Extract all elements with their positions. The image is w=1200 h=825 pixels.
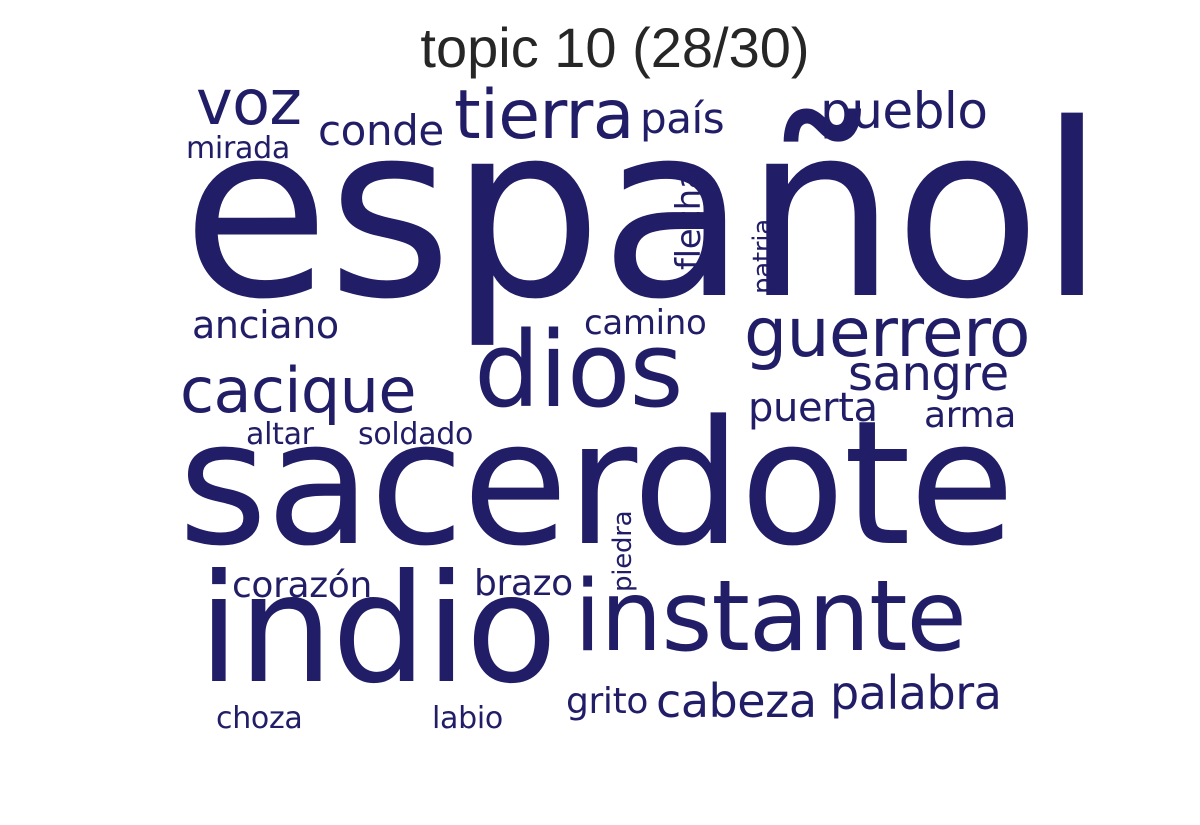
word-pais: país	[640, 94, 725, 143]
word-instante: instante	[574, 560, 967, 674]
word-piedra: piedra	[608, 510, 638, 592]
word-brazo: brazo	[474, 563, 573, 604]
page-title: topic 10 (28/30)	[420, 16, 810, 79]
word-soldado: soldado	[358, 417, 474, 452]
word-altar: altar	[246, 417, 314, 452]
word-corazon: corazón	[232, 565, 372, 606]
word-grito: grito	[566, 681, 648, 722]
word-sacerdote: sacerdote	[178, 383, 1015, 584]
word-tierra: tierra	[454, 76, 634, 155]
word-camino: camino	[584, 303, 707, 343]
word-mirada: mirada	[186, 131, 290, 166]
word-indio: indio	[198, 543, 557, 717]
word-arma: arma	[924, 395, 1016, 436]
word-flecha: flecha	[669, 168, 709, 270]
word-puerta: puerta	[748, 385, 878, 431]
word-guerrero: guerrero	[744, 294, 1030, 373]
word-conde: conde	[318, 106, 444, 155]
word-espanol: español	[182, 72, 1105, 352]
word-patria: patria	[748, 219, 778, 294]
word-sangre: sangre	[848, 346, 1009, 402]
word-palabra: palabra	[830, 666, 1002, 720]
word-voz: voz	[196, 66, 302, 139]
word-dios: dios	[474, 309, 684, 431]
word-cabeza: cabeza	[656, 674, 817, 728]
word-cacique: cacique	[180, 354, 416, 427]
word-anciano: anciano	[192, 303, 339, 347]
word-pueblo: pueblo	[820, 82, 988, 140]
word-choza: choza	[216, 701, 303, 736]
word-labio: labio	[432, 701, 503, 736]
